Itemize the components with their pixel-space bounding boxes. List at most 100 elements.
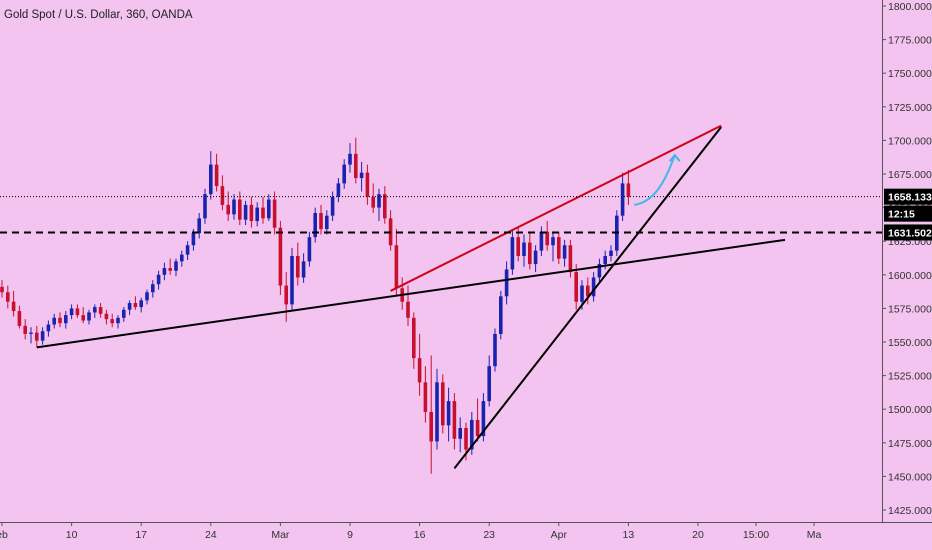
candle-body — [162, 268, 167, 275]
x-tick-label: eb — [0, 529, 8, 541]
candle-body — [238, 199, 242, 220]
candle-body — [551, 237, 555, 246]
candle-body — [365, 172, 370, 197]
candle-body — [435, 382, 439, 442]
candle-body — [261, 207, 265, 219]
x-tick-label: 13 — [623, 529, 635, 541]
candle-body — [319, 212, 323, 230]
y-tick-label: 1675.000 — [888, 169, 932, 181]
candle-body — [122, 309, 126, 318]
candle-body — [214, 164, 219, 187]
candle-body — [533, 250, 538, 265]
candle-body — [6, 292, 10, 302]
candle-body — [574, 272, 578, 302]
x-tick-label: 10 — [66, 529, 78, 541]
x-tick-label: 16 — [414, 529, 426, 541]
y-tick-label: 1750.000 — [888, 68, 932, 80]
candle-body — [203, 194, 207, 219]
candle-body — [359, 172, 364, 179]
x-tick-label: 9 — [347, 529, 353, 541]
candle-body — [539, 231, 544, 251]
candle-body — [568, 245, 573, 273]
candle-body — [35, 332, 39, 341]
candle-body — [139, 300, 143, 308]
chart-title: Gold Spot / U.S. Dollar, 360, OANDA — [4, 9, 193, 21]
x-tick-label: 23 — [483, 529, 495, 541]
candle-body — [603, 255, 607, 265]
y-tick-label: 1475.000 — [888, 438, 932, 450]
y-tick-label: 1425.000 — [888, 505, 932, 517]
candle-body — [151, 284, 155, 293]
candle-body — [23, 325, 27, 334]
y-tick-label: 1800.000 — [888, 1, 932, 13]
x-tick-label: 17 — [135, 529, 147, 541]
candle-body — [516, 237, 520, 256]
candle-body — [417, 358, 422, 383]
candle-body — [446, 401, 451, 426]
projection-arrow-head — [669, 153, 681, 162]
candle-body — [586, 285, 590, 297]
candle-body — [249, 204, 254, 222]
candle-body — [110, 319, 114, 324]
candle-body — [58, 317, 62, 324]
candle-body — [29, 332, 33, 334]
x-tick-label: Ma — [807, 529, 822, 541]
candle-body — [470, 419, 474, 450]
candle-body — [354, 153, 358, 179]
x-tick-label: 15:00 — [743, 529, 769, 541]
candle-body — [464, 428, 468, 450]
x-tick-label: 24 — [205, 529, 217, 541]
candle-body — [557, 237, 561, 259]
price-label: 1658.133 — [888, 192, 932, 204]
candle-body — [255, 207, 259, 222]
candle-body — [609, 250, 613, 256]
y-tick-label: 1700.000 — [888, 135, 932, 147]
candle-body — [272, 199, 277, 228]
candle-body — [499, 296, 503, 334]
candle-body — [562, 245, 567, 259]
candle-body — [406, 301, 410, 318]
trend-line — [453, 126, 722, 469]
candle-body — [197, 218, 201, 234]
candle-body — [429, 411, 433, 442]
candle-body — [243, 204, 248, 220]
candle-body — [156, 274, 161, 285]
candle-body — [17, 311, 22, 326]
candle-body — [220, 186, 225, 205]
candle-body — [191, 233, 196, 246]
candle-body — [522, 242, 526, 256]
price-label-box — [884, 188, 932, 205]
candle-body — [626, 183, 631, 197]
y-tick-label: 1550.000 — [888, 337, 932, 349]
trend-line — [36, 238, 786, 349]
candle-body — [325, 215, 329, 230]
price-label: 1631.502 — [888, 227, 932, 239]
candle-body — [145, 292, 149, 301]
candle-body — [383, 194, 387, 219]
candle-body — [377, 194, 381, 208]
candle-body — [307, 237, 312, 262]
candle-body — [133, 303, 138, 308]
candle-body — [81, 315, 85, 321]
candle-body — [423, 382, 428, 412]
candle-body — [185, 245, 190, 255]
candle-body — [232, 199, 236, 215]
candle-body — [127, 303, 132, 310]
candle-body — [597, 264, 602, 278]
price-label-box — [884, 205, 932, 222]
price-label: 12:15 — [888, 209, 915, 221]
candle-body — [510, 237, 515, 270]
price-label-box — [884, 224, 932, 241]
candle-body — [226, 204, 230, 215]
candle-body — [52, 317, 56, 325]
candle-body — [116, 317, 120, 324]
candle-body — [412, 317, 416, 359]
candle-body — [75, 308, 80, 316]
candle-body — [180, 254, 184, 262]
y-tick-label: 1525.000 — [888, 371, 932, 383]
candle-body — [348, 153, 352, 165]
candle-body — [278, 227, 283, 286]
candle-body — [64, 315, 68, 324]
